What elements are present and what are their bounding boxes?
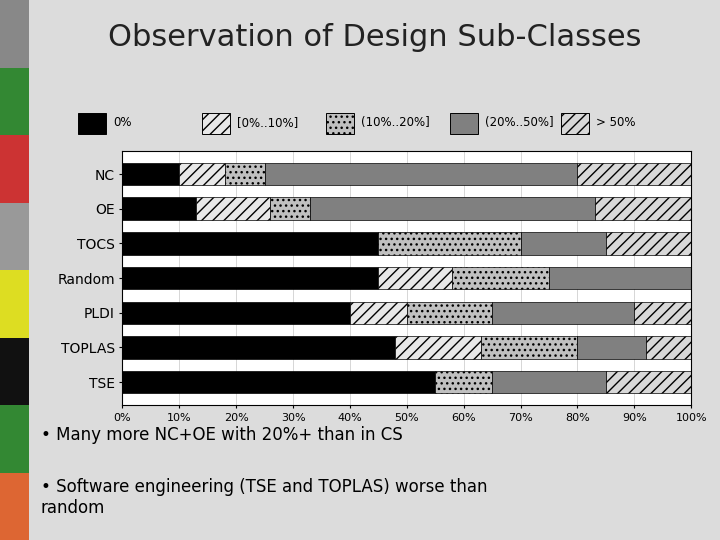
Text: > 50%: > 50%: [596, 116, 636, 130]
Text: Observation of Design Sub-Classes: Observation of Design Sub-Classes: [108, 23, 641, 52]
Bar: [492, 301, 634, 324]
FancyBboxPatch shape: [561, 113, 589, 134]
Bar: [265, 163, 577, 185]
Text: (10%..20%]: (10%..20%]: [361, 116, 430, 130]
Bar: [481, 336, 577, 359]
Bar: [492, 371, 606, 394]
Bar: [122, 198, 197, 220]
FancyBboxPatch shape: [202, 113, 230, 134]
Bar: [0, 135, 29, 202]
Bar: [179, 163, 225, 185]
Bar: [521, 232, 606, 255]
Bar: [577, 336, 646, 359]
Bar: [407, 301, 492, 324]
Bar: [122, 301, 350, 324]
Text: [0%..10%]: [0%..10%]: [238, 116, 299, 130]
Bar: [122, 267, 379, 289]
Bar: [646, 336, 691, 359]
Bar: [379, 267, 452, 289]
Bar: [435, 371, 492, 394]
Bar: [270, 198, 310, 220]
Bar: [225, 163, 265, 185]
Bar: [122, 232, 379, 255]
Bar: [0, 270, 29, 338]
Text: • Many more NC+OE with 20%+ than in CS: • Many more NC+OE with 20%+ than in CS: [40, 426, 402, 444]
Bar: [379, 232, 521, 255]
Bar: [0, 472, 29, 540]
Bar: [606, 232, 691, 255]
Bar: [122, 163, 179, 185]
Bar: [0, 405, 29, 472]
Bar: [0, 202, 29, 270]
Text: (20%..50%]: (20%..50%]: [485, 116, 554, 130]
FancyBboxPatch shape: [78, 113, 106, 134]
Bar: [606, 371, 691, 394]
Bar: [577, 163, 691, 185]
Bar: [0, 68, 29, 135]
Bar: [350, 301, 407, 324]
Bar: [549, 267, 691, 289]
FancyBboxPatch shape: [326, 113, 354, 134]
Bar: [452, 267, 549, 289]
Bar: [595, 198, 691, 220]
Bar: [122, 371, 435, 394]
Bar: [197, 198, 270, 220]
Text: • Software engineering (TSE and TOPLAS) worse than
random: • Software engineering (TSE and TOPLAS) …: [40, 478, 487, 517]
Bar: [634, 301, 691, 324]
Text: 0%: 0%: [114, 116, 132, 130]
Bar: [310, 198, 595, 220]
Bar: [122, 336, 395, 359]
FancyBboxPatch shape: [450, 113, 477, 134]
Bar: [0, 0, 29, 68]
Bar: [395, 336, 481, 359]
Bar: [0, 338, 29, 405]
